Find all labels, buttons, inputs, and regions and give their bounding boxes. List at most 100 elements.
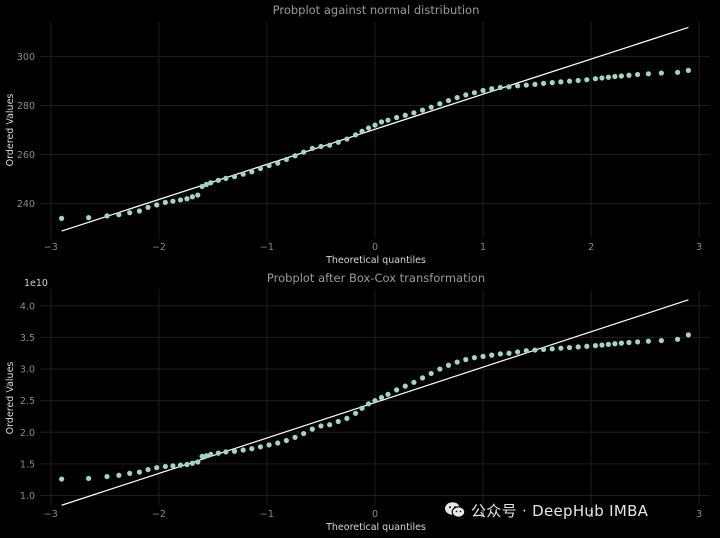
data-point [318,143,324,150]
x-tick-label: 2 [588,242,594,253]
x-tick-label: 2 [588,509,594,520]
data-point [634,339,641,345]
data-point [445,97,452,104]
data-point [645,338,652,344]
data-point [549,80,555,86]
data-point [327,422,333,428]
data-point [685,332,691,338]
wechat-icon [445,502,466,518]
data-point [59,476,65,482]
x-tick-label: −2 [152,509,166,520]
data-point [612,73,618,80]
data-point [575,344,581,350]
data-point [154,465,160,471]
x-tick-label: 0 [372,509,378,520]
data-point [523,82,529,88]
data-point [394,387,400,393]
x-tick-label: −3 [44,509,58,520]
data-point [215,177,221,183]
data-point [86,475,92,482]
data-point [195,459,201,465]
data-point [318,423,324,429]
data-point [208,180,214,186]
data-point [411,379,417,385]
data-point [344,415,350,421]
data-point [454,359,460,365]
data-point [257,444,264,450]
data-point [454,95,460,101]
data-point [497,351,503,357]
data-point [626,72,632,78]
data-point [515,349,521,355]
data-point [489,352,495,358]
x-tick-labels: −3 −2 −1 0 1 2 3 [44,509,702,520]
probplot-boxcox-panel: Probplot after Box-Cox transformation 1e… [5,271,710,533]
data-point [275,440,281,446]
x-tick-label: −2 [152,242,166,253]
data-point [223,449,229,455]
data-point [372,122,378,128]
grid [40,22,710,238]
data-point [566,78,573,84]
data-point [515,83,521,89]
x-tick-label: 0 [372,242,378,253]
y-axis-label: Ordered Values [5,94,16,167]
data-point [566,344,573,351]
data-point [231,174,238,180]
data-point [136,469,143,475]
data-point [402,383,408,389]
data-point [385,117,391,123]
data-point [240,171,246,177]
watermark: 公众号 · DeepHub IMBA [444,497,648,523]
data-point [402,112,408,118]
data-point [497,84,503,91]
data-point [309,426,315,432]
data-point [249,446,255,452]
data-point [189,194,195,200]
data-point [145,466,151,473]
data-point [104,473,110,480]
y-tick-label: 4.0 [20,301,35,312]
data-point [309,145,315,152]
watermark-text: 公众号 · DeepHub IMBA [471,501,649,520]
x-tick-label: 1 [480,509,486,520]
data-point [184,461,190,468]
data-point [463,92,469,98]
data-point [372,398,378,404]
fit-line [61,26,689,232]
y-tick-label: 2.0 [20,428,35,439]
data-point [634,71,641,78]
data-point [463,356,469,363]
data-point [506,350,512,356]
data-point [301,149,307,155]
y-tick-label: 1.5 [20,459,35,470]
data-point [116,472,122,478]
data-point [685,67,691,73]
data-point [249,169,255,175]
y-tick-labels: 240 260 280 300 [17,52,35,210]
data-point [199,453,205,459]
data-point [480,353,486,359]
data-point [599,342,605,348]
data-point [378,119,385,125]
y-tick-labels: 1.0 1.5 2.0 2.5 3.0 3.5 4.0 [20,301,35,502]
data-point [471,90,478,96]
data-point [208,451,214,458]
data-point [292,153,298,159]
data-point [162,463,168,470]
data-point [523,348,529,354]
y-axis-label: Ordered Values [5,362,16,435]
data-points [59,67,691,221]
chart-title: Probplot against normal distribution [273,3,480,17]
data-point [540,80,547,86]
x-tick-label: 3 [696,242,702,253]
data-point [154,202,160,208]
chart-title: Probplot after Box-Cox transformation [267,271,485,285]
data-point [674,336,681,342]
data-point [480,87,486,94]
x-tick-label: −1 [260,242,274,253]
data-point [658,337,664,344]
data-point [419,375,426,381]
data-point [335,418,341,425]
